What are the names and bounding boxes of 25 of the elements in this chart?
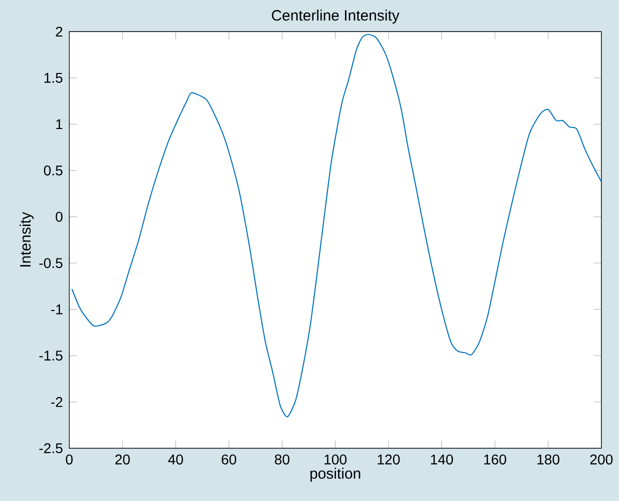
y-tick-label: 1.5: [44, 73, 62, 83]
x-tick-label: 0: [66, 454, 73, 464]
y-tick-label: -2.5: [39, 443, 62, 454]
x-tick-label: 60: [222, 454, 236, 464]
y-tick-label: -0.5: [39, 258, 62, 268]
line-series: [71, 34, 602, 418]
x-tick-label: 40: [168, 454, 183, 464]
y-tick-label: -1.5: [39, 350, 62, 361]
x-axis-title: position: [310, 468, 360, 482]
x-tick-label: 120: [378, 454, 400, 464]
x-tick-label: 100: [324, 454, 347, 464]
x-tick-label: 200: [590, 454, 613, 464]
x-tick-label: 140: [431, 454, 453, 464]
y-tick-label: -1: [51, 304, 62, 314]
y-tick-label: 0.5: [44, 166, 62, 176]
x-tick-label: 20: [115, 454, 130, 464]
x-tick-label: 160: [484, 454, 506, 464]
x-tick-label: 80: [274, 454, 290, 464]
y-tick-label: 2: [56, 26, 62, 37]
chart-title: Centerline Intensity: [272, 10, 400, 24]
y-tick-label: -2: [51, 397, 62, 407]
y-tick-label: 1: [56, 119, 62, 130]
y-tick-label: 0: [56, 212, 62, 222]
x-tick-label: 180: [537, 454, 560, 464]
y-axis-title: Intensity: [20, 212, 34, 266]
